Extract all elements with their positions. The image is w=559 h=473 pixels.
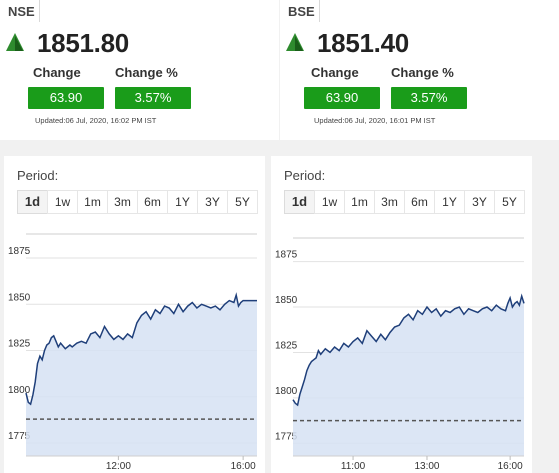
x-tick-label: 11:00 — [341, 461, 366, 470]
y-tick-label: 1825 — [8, 339, 31, 350]
y-tick-label: 1850 — [275, 295, 298, 306]
price-line — [25, 292, 257, 406]
period-tab-1y[interactable]: 1Y — [434, 190, 465, 214]
period-tab-3y[interactable]: 3Y — [197, 190, 228, 214]
exchange-tab-nse[interactable]: NSE — [6, 0, 40, 22]
y-tick-label: 1800 — [275, 386, 298, 397]
nse-chart-panel: Period: 1d 1w 1m 3m 6m 1Y 3Y 5Y 1875 1850… — [4, 156, 265, 473]
nse-updated-time: Updated:06 Jul, 2020, 16:02 PM IST — [35, 116, 157, 125]
nse-price-chart[interactable]: 1875 1850 1825 1800 1775 12:00 16:00 — [4, 220, 265, 470]
price-line — [292, 293, 525, 407]
x-tick-label: 13:00 — [414, 461, 439, 470]
period-tab-1m[interactable]: 1m — [77, 190, 108, 214]
bse-updated-time: Updated:06 Jul, 2020, 16:01 PM IST — [314, 116, 436, 125]
period-tabs: 1d 1w 1m 3m 6m 1Y 3Y 5Y — [17, 190, 258, 214]
x-tick-label: 16:00 — [498, 461, 523, 470]
period-tab-3m[interactable]: 3m — [107, 190, 138, 214]
exchange-tab-bse[interactable]: BSE — [286, 0, 320, 22]
y-tick-label: 1825 — [275, 340, 298, 351]
period-tab-1y[interactable]: 1Y — [167, 190, 198, 214]
up-triangle-icon — [6, 32, 24, 51]
bse-change-pct-label: Change % — [391, 65, 454, 80]
y-tick-label: 1875 — [8, 246, 31, 257]
x-tick-label: 16:00 — [231, 461, 256, 470]
nse-change-value: 63.90 — [28, 87, 104, 109]
period-label: Period: — [17, 168, 59, 183]
nse-change-label: Change — [33, 65, 81, 80]
period-tab-1d[interactable]: 1d — [284, 190, 315, 214]
period-tabs: 1d 1w 1m 3m 6m 1Y 3Y 5Y — [284, 190, 525, 214]
period-tab-3m[interactable]: 3m — [374, 190, 405, 214]
bse-chart-panel: Period: 1d 1w 1m 3m 6m 1Y 3Y 5Y 1875 1850… — [271, 156, 532, 473]
y-tick-label: 1775 — [8, 431, 31, 442]
bse-price: 1851.40 — [317, 28, 409, 58]
bse-change-value: 63.90 — [304, 87, 380, 109]
period-tab-3y[interactable]: 3Y — [464, 190, 495, 214]
nse-change-pct-value: 3.57% — [115, 87, 191, 109]
y-tick-label: 1775 — [275, 431, 298, 442]
y-tick-label: 1850 — [8, 292, 31, 303]
nse-price: 1851.80 — [37, 28, 129, 58]
price-area — [26, 295, 257, 456]
up-triangle-icon — [286, 32, 304, 51]
period-tab-1m[interactable]: 1m — [344, 190, 375, 214]
bse-change-pct-value: 3.57% — [391, 87, 467, 109]
period-tab-6m[interactable]: 6m — [404, 190, 435, 214]
nse-ticker: NSE 1851.80 Change Change % 63.90 3.57% … — [0, 0, 279, 140]
bse-price-chart[interactable]: 1875 1850 1825 1800 1775 11:00 13:00 16:00 — [271, 220, 532, 470]
bse-ticker: BSE 1851.40 Change Change % 63.90 3.57% … — [280, 0, 559, 140]
period-tab-1w[interactable]: 1w — [47, 190, 78, 214]
period-tab-6m[interactable]: 6m — [137, 190, 168, 214]
x-tick-label: 12:00 — [106, 461, 131, 470]
nse-price-row: 1851.80 — [6, 28, 129, 59]
nse-change-pct-label: Change % — [115, 65, 178, 80]
period-tab-1w[interactable]: 1w — [314, 190, 345, 214]
period-tab-5y[interactable]: 5Y — [494, 190, 525, 214]
period-tab-1d[interactable]: 1d — [17, 190, 48, 214]
bse-change-label: Change — [311, 65, 359, 80]
y-tick-label: 1800 — [8, 385, 31, 396]
period-tab-5y[interactable]: 5Y — [227, 190, 258, 214]
y-tick-label: 1875 — [275, 250, 298, 261]
period-label: Period: — [284, 168, 326, 183]
bse-price-row: 1851.40 — [286, 28, 409, 59]
price-area — [293, 296, 524, 456]
